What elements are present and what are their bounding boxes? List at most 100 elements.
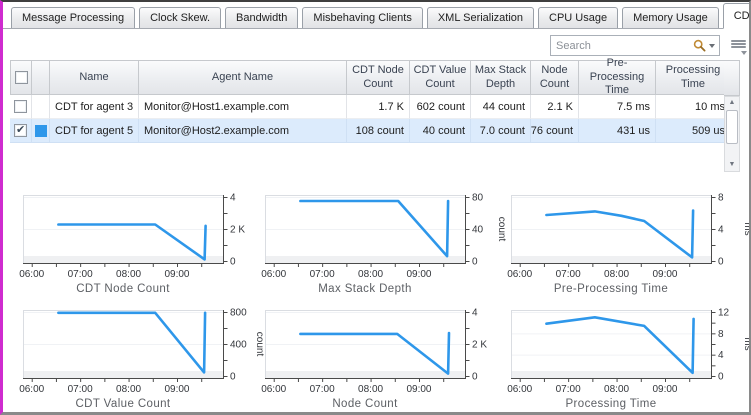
tab-xml-serialization[interactable]: XML Serialization xyxy=(426,7,535,28)
series-line xyxy=(57,223,207,261)
y-axis-tick-label: 0 xyxy=(230,257,236,268)
data-grid: Name Agent Name CDT Node Count CDT Value Co… xyxy=(10,57,731,143)
select-all-checkbox[interactable] xyxy=(14,71,28,84)
y-axis-tick-label: 8 xyxy=(718,329,724,340)
x-axis-tick-label: 06:00 xyxy=(261,384,286,395)
row-checkbox[interactable] xyxy=(14,100,27,113)
x-axis-tick-label: 06:00 xyxy=(19,384,44,395)
y-axis-tick-label: 0 xyxy=(472,257,478,268)
x-axis-tick-label: 08:00 xyxy=(604,269,629,280)
cell-cdt-node-count: 108 count xyxy=(347,119,410,143)
x-axis-tick-label: 06:00 xyxy=(261,269,286,280)
y-axis-tick-label: 4 xyxy=(230,193,236,204)
tab-memory-usage[interactable]: Memory Usage xyxy=(622,7,719,28)
chart-title: Processing Time xyxy=(565,398,656,410)
cell-node-count: 2.1 K xyxy=(531,95,579,119)
grid-header-row: Name Agent Name CDT Node Count CDT Value Co… xyxy=(10,57,731,96)
cell-agent-name: Monitor@Host1.example.com xyxy=(139,95,347,119)
x-axis-tick-label: 09:00 xyxy=(164,384,189,395)
search-icon[interactable] xyxy=(691,39,719,52)
series-line xyxy=(299,331,451,375)
search-options-caret-icon[interactable] xyxy=(709,43,715,48)
series-swatch-cell xyxy=(32,95,50,119)
table-row[interactable]: CDT for agent 3 Monitor@Host1.example.com… xyxy=(10,95,731,119)
cell-cdt-value-count: 602 count xyxy=(410,95,471,119)
chart-svg: 0 400 800 count 06:00 07:00 08:00 09:00 CDT Valu… xyxy=(19,308,265,411)
series-line xyxy=(545,209,695,259)
y-axis-unit-label: count xyxy=(496,217,507,242)
chart-svg: 0 4 8 ms 06:00 07:00 08:00 09:00 Pre-Processing … xyxy=(507,193,749,296)
x-axis-tick-label: 06:00 xyxy=(19,269,44,280)
series-color-swatch xyxy=(34,124,47,137)
chart-title: CDT Node Count xyxy=(76,283,170,295)
chart-title: Max Stack Depth xyxy=(318,283,412,295)
y-axis-tick-label: 800 xyxy=(230,308,247,319)
x-axis-tick-label: 08:00 xyxy=(358,269,383,280)
tab-cpu-usage[interactable]: CPU Usage xyxy=(538,7,619,28)
chart-svg: 0 2 K 4 06:00 07:00 08:00 09:00 CDT Node Count xyxy=(19,193,245,296)
tab-clock-skew[interactable]: Clock Skew. xyxy=(139,7,222,28)
chart-node-count: 0 2 K 4 06:00 07:00 08:00 09:00 Node Count xyxy=(253,303,515,412)
vertical-scrollbar[interactable]: ▲ ▼ xyxy=(724,96,740,172)
cell-processing-time: 509 us xyxy=(656,119,731,143)
table-row[interactable]: CDT for agent 5Monitor@Host2.example.com… xyxy=(10,119,731,143)
y-axis-tick-label: 8 xyxy=(718,193,724,204)
x-axis-tick-label: 06:00 xyxy=(507,269,532,280)
search-input[interactable] xyxy=(551,39,691,52)
header-cdt-node-count[interactable]: CDT Node Count xyxy=(347,60,410,95)
row-checkbox[interactable] xyxy=(14,123,27,137)
x-axis-tick-label: 07:00 xyxy=(68,269,93,280)
series-line xyxy=(545,316,695,375)
scroll-thumb[interactable] xyxy=(726,110,738,144)
header-select-all[interactable] xyxy=(10,60,32,95)
series-line xyxy=(299,199,450,258)
column-chooser-icon[interactable] xyxy=(731,39,747,55)
header-max-stack-depth[interactable]: Max Stack Depth xyxy=(471,60,531,95)
y-axis-tick-label: 80 xyxy=(472,193,484,204)
series-line xyxy=(57,311,207,374)
chart-processing-time: 0 4 8 12 ms 06:00 07:00 08:00 09:00 Processing Ti… xyxy=(499,303,751,412)
x-axis-tick-label: 09:00 xyxy=(164,269,189,280)
x-axis-tick-label: 08:00 xyxy=(116,384,141,395)
series-swatch-cell xyxy=(32,119,50,143)
cell-cdt-node-count: 1.7 K xyxy=(347,95,410,119)
y-axis-tick-label: 0 xyxy=(718,372,724,383)
header-pre-processing-time[interactable]: Pre-Processing Time xyxy=(579,57,656,96)
tab-misbehaving-clients[interactable]: Misbehaving Clients xyxy=(302,7,423,28)
search-box[interactable] xyxy=(550,35,720,56)
x-axis-tick-label: 07:00 xyxy=(310,384,335,395)
x-axis-tick-label: 09:00 xyxy=(406,384,431,395)
cell-processing-time: 10 ms xyxy=(656,95,731,119)
x-axis-tick-label: 07:00 xyxy=(310,269,335,280)
scrollbar-header-cap xyxy=(724,60,740,96)
scroll-down-icon[interactable]: ▼ xyxy=(728,161,736,168)
y-axis-tick-label: 4 xyxy=(718,350,724,361)
cell-max-stack-depth: 7.0 count xyxy=(471,119,531,143)
cell-pre-processing-time: 431 us xyxy=(579,119,656,143)
y-axis-tick-label: 4 xyxy=(718,225,724,236)
header-processing-time[interactable]: Processing Time xyxy=(656,60,731,95)
header-name[interactable]: Name xyxy=(50,60,139,95)
scroll-up-icon[interactable]: ▲ xyxy=(728,99,736,106)
cell-pre-processing-time: 7.5 ms xyxy=(579,95,656,119)
chart-title: Pre-Processing Time xyxy=(554,283,668,295)
y-axis-tick-label: 0 xyxy=(230,372,236,383)
y-axis-unit-label: ms xyxy=(742,337,751,350)
tab-cdt-submission[interactable]: CDT Submission xyxy=(722,3,749,29)
x-axis-tick-label: 07:00 xyxy=(556,269,581,280)
cell-node-count: 76 count xyxy=(531,119,579,143)
chart-pre-processing-time: 0 4 8 ms 06:00 07:00 08:00 09:00 Pre-Processing … xyxy=(499,188,749,303)
chart-cdt-node-count: 0 2 K 4 06:00 07:00 08:00 09:00 CDT Node Count xyxy=(11,188,273,303)
x-axis-tick-label: 08:00 xyxy=(358,384,383,395)
header-node-count[interactable]: Node Count xyxy=(531,60,579,95)
cell-name: CDT for agent 3 xyxy=(50,95,139,119)
header-cdt-value-count[interactable]: CDT Value Count xyxy=(410,60,471,95)
tab-message-processing[interactable]: Message Processing xyxy=(11,7,136,28)
x-axis-tick-label: 09:00 xyxy=(406,269,431,280)
tab-bandwidth[interactable]: Bandwidth xyxy=(225,7,299,28)
chart-title: Node Count xyxy=(332,398,398,410)
header-agent-name[interactable]: Agent Name xyxy=(139,60,347,95)
header-swatch[interactable] xyxy=(32,60,50,95)
